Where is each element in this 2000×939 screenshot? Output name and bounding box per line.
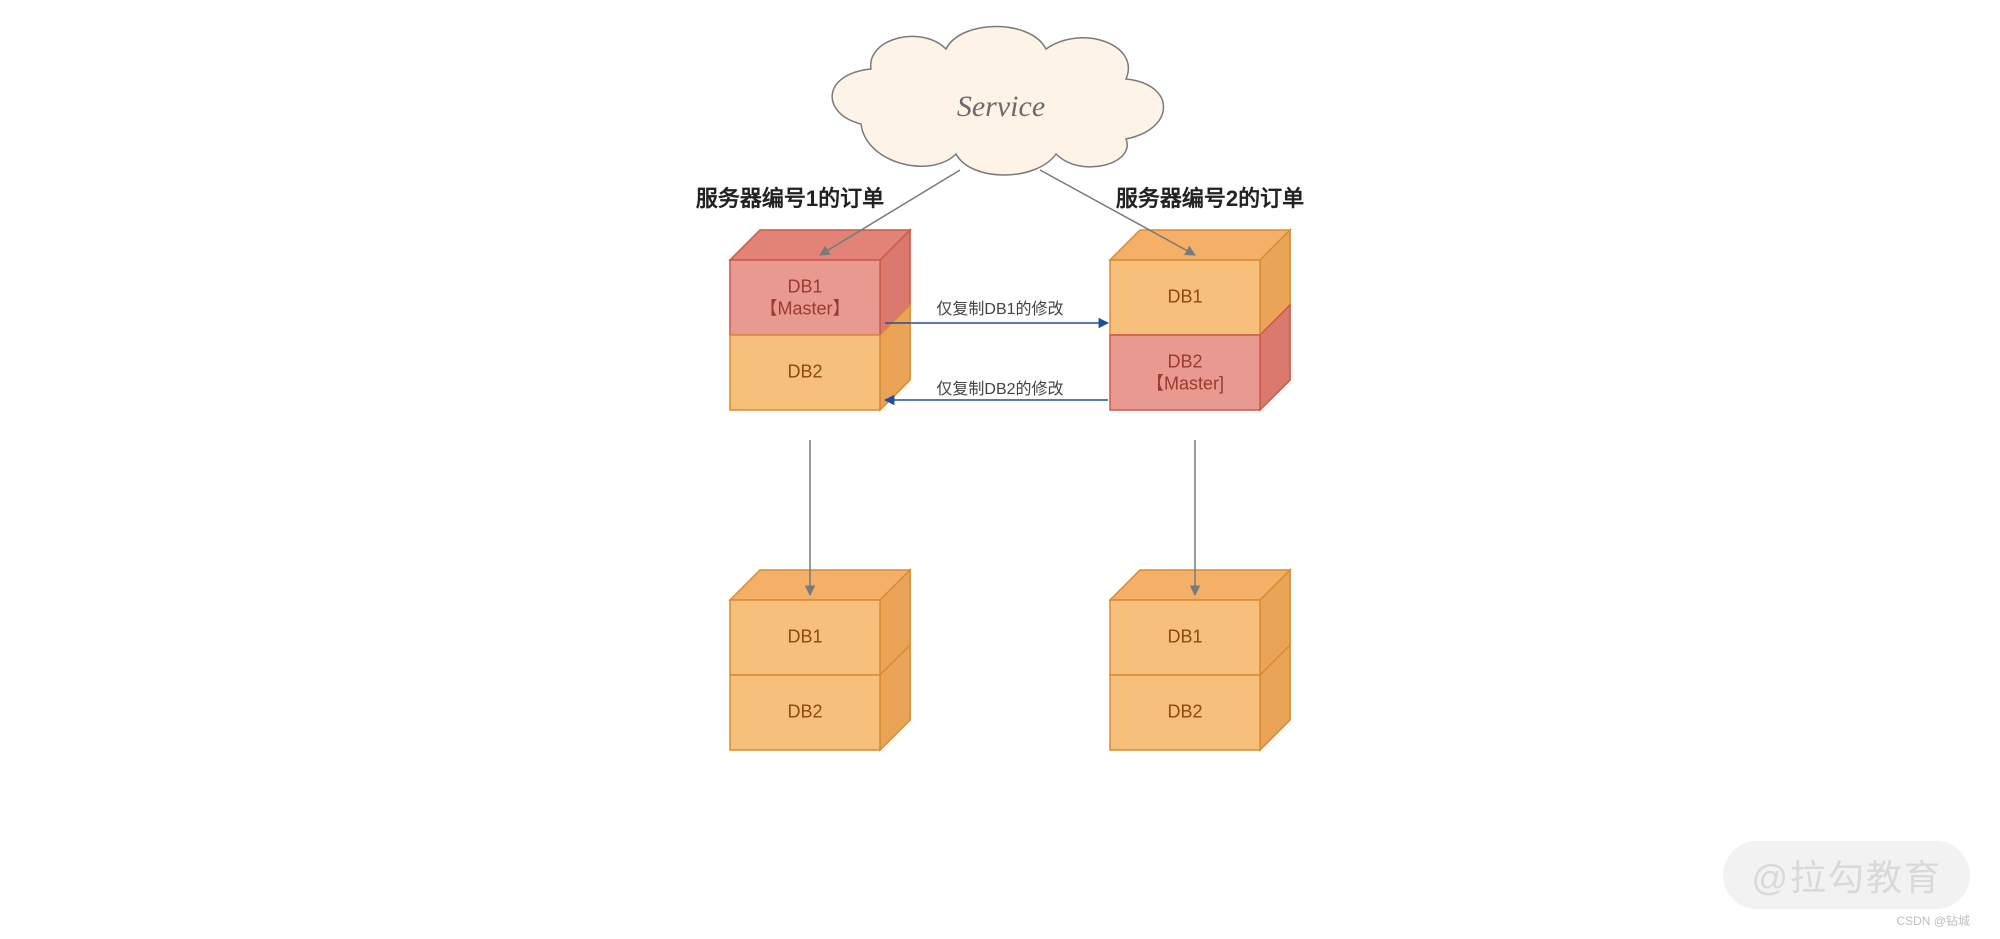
db-stack-bot-left: DB1 DB2 bbox=[730, 570, 910, 750]
db-stack-top-left: DB1【Master】 DB2 bbox=[730, 230, 910, 410]
label-replicate-db1: 仅复制DB1的修改 bbox=[936, 300, 1063, 318]
label-server2-orders: 服务器编号2的订单 bbox=[1116, 186, 1304, 211]
db-cell-label: DB1 bbox=[1167, 626, 1202, 646]
label-replicate-db2: 仅复制DB2的修改 bbox=[936, 380, 1063, 398]
label-server1-orders: 服务器编号1的订单 bbox=[696, 186, 884, 211]
db-cell-label: DB2 bbox=[1167, 701, 1202, 721]
db-cell-sublabel: 【Master] bbox=[1146, 373, 1224, 393]
db-cell-label: DB1 bbox=[787, 276, 822, 296]
db-cell-label: DB1 bbox=[1167, 286, 1202, 306]
architecture-diagram: ServiceDB1【Master】DB2DB1DB2【Master]DB1DB… bbox=[0, 0, 2000, 939]
db-cell-label: DB2 bbox=[1167, 351, 1202, 371]
db-cell-sublabel: 【Master】 bbox=[759, 298, 850, 318]
db-cell-label: DB1 bbox=[787, 626, 822, 646]
arrow-service-to-right bbox=[1040, 170, 1195, 255]
db-stack-top-right: DB1 DB2【Master] bbox=[1110, 230, 1290, 410]
watermark-badge: @拉勾教育 bbox=[1723, 841, 1970, 909]
credit-text: CSDN @钻城 bbox=[1896, 912, 1970, 929]
db-stack-bot-right: DB1 DB2 bbox=[1110, 570, 1290, 750]
db-cell-label: DB2 bbox=[787, 361, 822, 381]
service-cloud-label: Service bbox=[957, 90, 1045, 123]
db-cell-label: DB2 bbox=[787, 701, 822, 721]
